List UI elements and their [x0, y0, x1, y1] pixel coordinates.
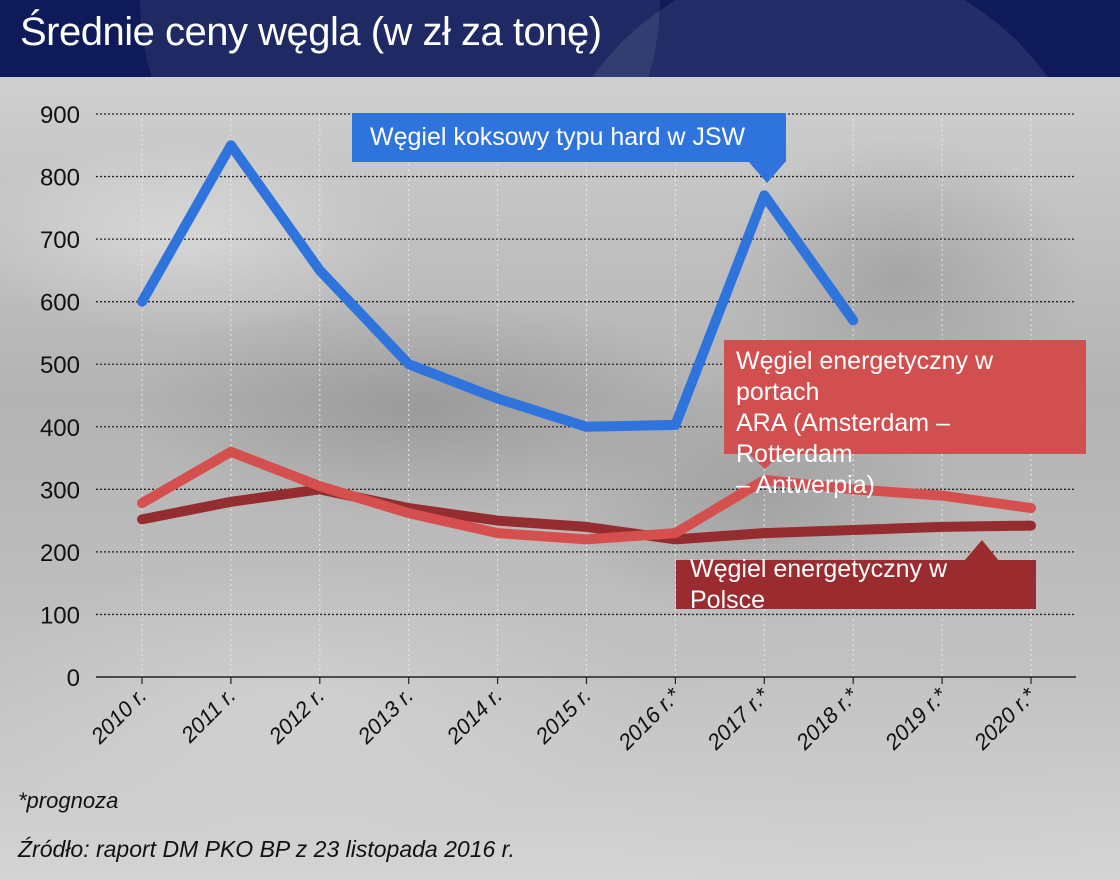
callout-jsw: Węgiel koksowy typu hard w JSW — [352, 113, 786, 162]
callout-ara-line2: ARA (Amsterdam – Rotterdam — [736, 409, 950, 468]
y-tick-label: 600 — [40, 290, 80, 317]
y-tick-label: 800 — [40, 165, 80, 192]
y-tick-label: 400 — [40, 415, 80, 442]
callout-poland: Węgiel energetyczny w Polsce — [676, 555, 1036, 614]
footnote-forecast: *prognoza — [18, 788, 119, 813]
callout-ara-line3: – Antwerpia) — [736, 471, 875, 499]
y-tick-label: 300 — [40, 477, 80, 504]
header-bar: Średnie ceny węgla (w zł za tonę) — [0, 0, 1120, 77]
source-note: Źródło: raport DM PKO BP z 23 listopada … — [18, 836, 515, 862]
y-tick-label: 100 — [40, 602, 80, 629]
y-tick-label: 0 — [67, 665, 80, 692]
callout-ara-line1: Węgiel energetyczny w portach — [736, 347, 994, 406]
x-tick-label: 2010 r. — [85, 683, 151, 749]
header-decoration — [140, 0, 660, 77]
x-tick-label: 2019 r.* — [879, 682, 952, 755]
x-tick-label: 2018 r.* — [790, 682, 863, 755]
x-tick-label: 2016 r.* — [613, 682, 686, 755]
poland-energy-coal-line — [137, 484, 1036, 545]
callout-ara: Węgiel energetyczny w portach ARA (Amste… — [724, 340, 1086, 499]
jsw-coking-coal-line — [137, 140, 859, 432]
x-tick-label: 2013 r. — [352, 683, 418, 749]
callout-jsw-text: Węgiel koksowy typu hard w JSW — [370, 123, 746, 151]
poland-callout-pointer — [964, 540, 999, 561]
y-tick-label: 900 — [40, 102, 80, 129]
x-tick-label: 2020 r.* — [968, 682, 1041, 755]
x-tick-label: 2011 r. — [175, 683, 240, 748]
series-lines — [137, 140, 1036, 545]
ara-callout-pointer — [748, 453, 782, 469]
x-tick-label: 2015 r. — [530, 683, 596, 749]
x-tick-label: 2017 r.* — [702, 682, 775, 755]
x-axis: 2010 r. 2011 r. 2012 r. 2013 r. 2014 r. 2015 … — [85, 677, 1042, 755]
y-tick-label: 700 — [40, 227, 80, 254]
y-tick-label: 500 — [40, 352, 80, 379]
ara-energy-coal-line — [137, 446, 1036, 545]
y-axis: 0 100 200 300 400 500 600 700 800 900 — [40, 102, 80, 692]
x-tick-label: 2012 r. — [263, 683, 329, 749]
callout-poland-text: Węgiel energetyczny w Polsce — [690, 554, 948, 614]
jsw-callout-pointer — [748, 161, 786, 183]
y-tick-label: 200 — [40, 540, 80, 567]
x-tick-label: 2014 r. — [441, 683, 507, 749]
chart-title: Średnie ceny węgla (w zł za tonę) — [20, 10, 602, 54]
